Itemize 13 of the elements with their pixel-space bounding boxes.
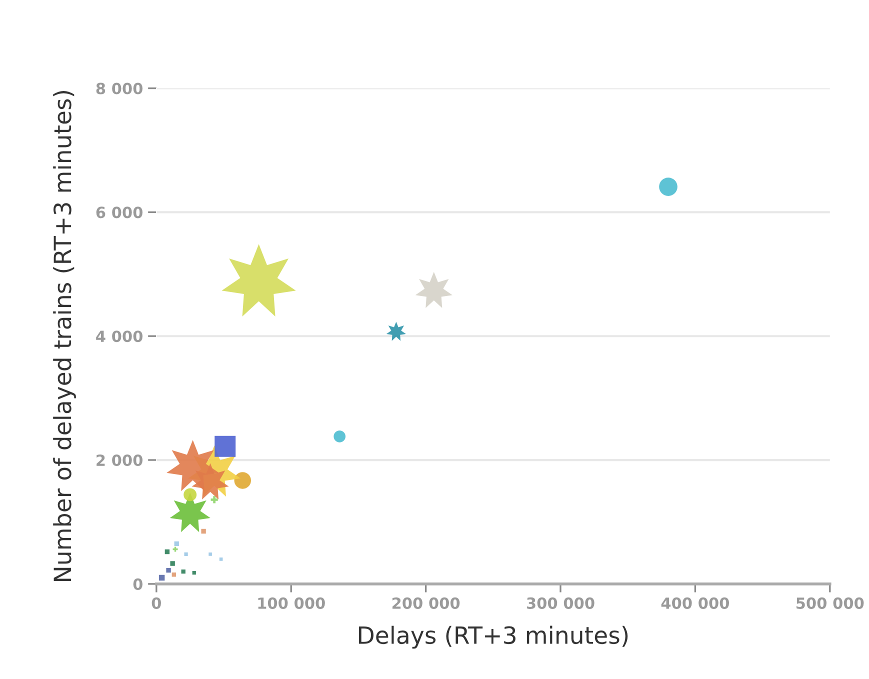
x-tick-label: 300 000 (526, 597, 594, 609)
y-tick-label: 4 000 (96, 330, 142, 342)
x-tick-label: 100 000 (258, 597, 325, 609)
y-tick-label: 6 000 (96, 206, 142, 218)
x-axis-title: Delays (RT+3 minutes) (359, 626, 628, 649)
y-axis-title: Number of delayed trains (RT+3 minutes) (53, 90, 76, 581)
y-tick-label: 8 000 (96, 82, 142, 94)
x-tick-label: 200 000 (392, 597, 460, 609)
x-tick-label: 400 000 (661, 597, 730, 609)
y-tick-label: 0 (133, 578, 142, 590)
y-tick-label: 2 000 (96, 454, 142, 466)
x-tick-label: 500 000 (796, 597, 864, 609)
x-tick-label: 0 (152, 597, 162, 609)
